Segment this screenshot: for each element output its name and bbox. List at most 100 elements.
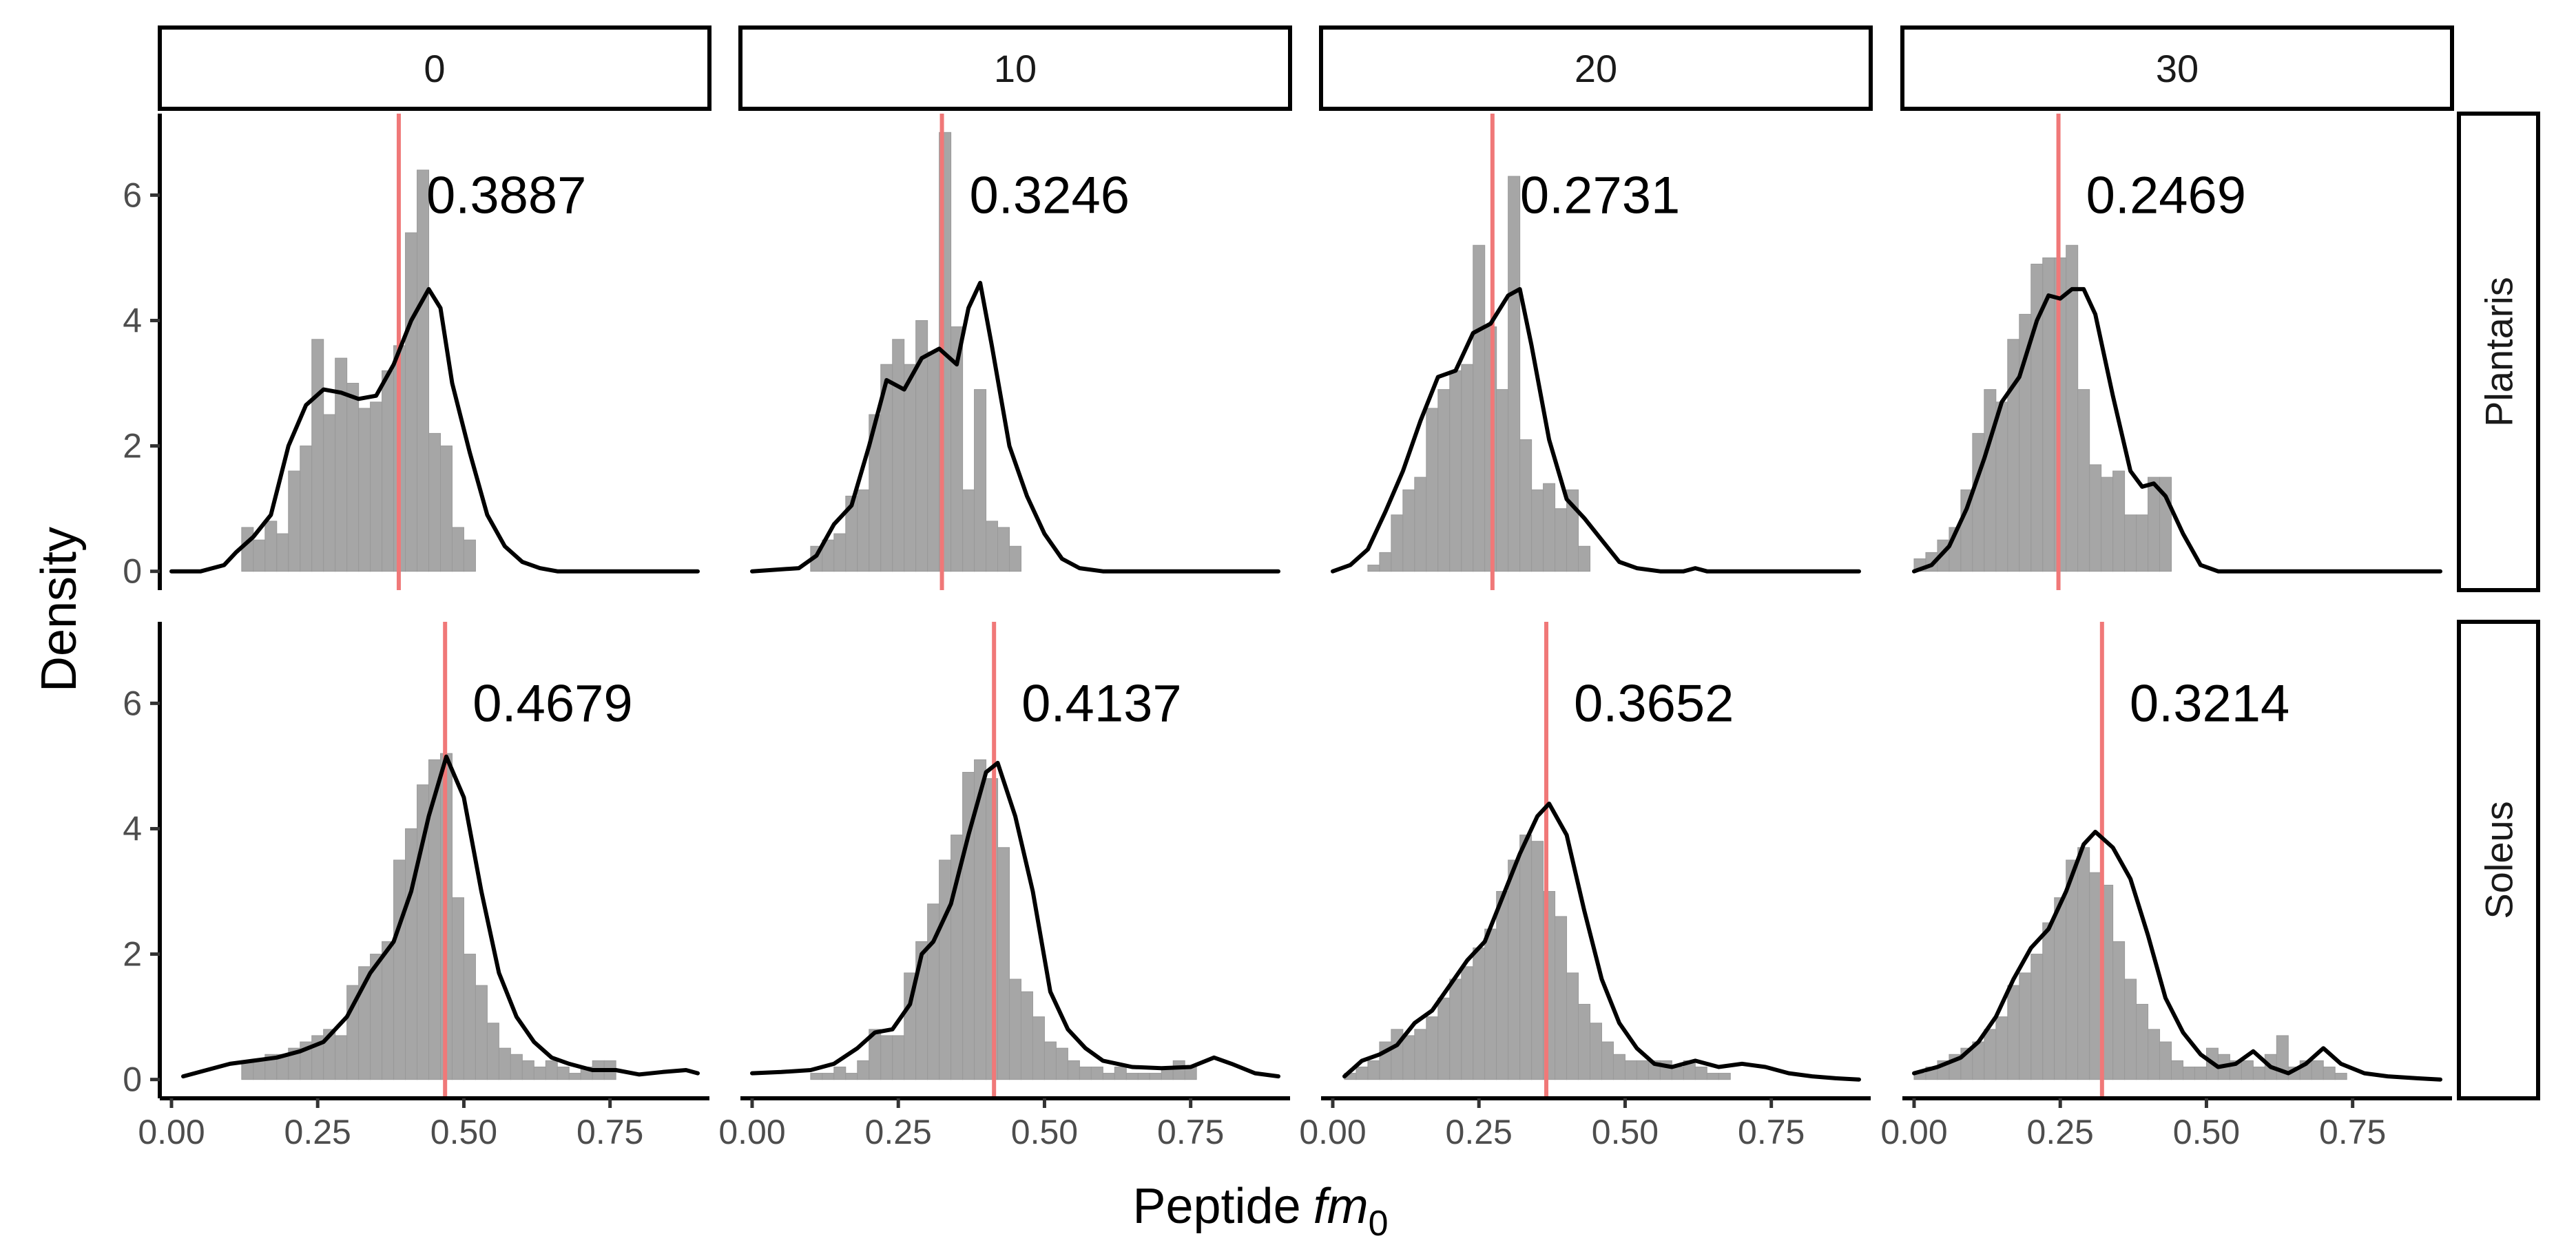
- histogram-bar: [253, 539, 266, 572]
- histogram-bar: [1391, 514, 1404, 572]
- histogram-bar: [264, 521, 278, 572]
- histogram-bar: [358, 408, 371, 572]
- histogram-bar: [253, 1060, 266, 1080]
- panel: 0.3214: [1912, 622, 2442, 1098]
- histogram-bar: [1367, 565, 1380, 572]
- histogram-bar: [521, 1060, 534, 1080]
- panels: 0.3887 0.3246 0.2731 0.2469 0.4679 0.4137 0.36…: [169, 114, 2442, 1098]
- y-tick-label: 4: [123, 301, 142, 339]
- histogram-bar: [2112, 941, 2126, 1080]
- histogram-bar: [1043, 1041, 1057, 1080]
- density-curve: [169, 286, 700, 574]
- histogram-bar: [2030, 954, 2044, 1080]
- histogram-bar: [1706, 1073, 1719, 1080]
- y-tick-label: 6: [123, 176, 142, 214]
- histogram-bar: [810, 1073, 823, 1080]
- histogram-bar: [1020, 991, 1033, 1080]
- histogram-bar: [417, 169, 430, 572]
- histogram-bar: [1402, 1035, 1415, 1080]
- histogram-bar: [1484, 928, 1497, 1080]
- histogram-bar: [451, 527, 464, 572]
- histogram-bar: [1473, 947, 1486, 1080]
- histogram-bar: [1449, 978, 1462, 1080]
- density-curve: [181, 754, 700, 1079]
- histogram-bar: [2007, 339, 2020, 572]
- histogram-bar: [892, 339, 905, 572]
- histogram-bar: [1508, 859, 1521, 1080]
- x-axis-title-text: Peptide: [1132, 1179, 1300, 1234]
- histogram-bar: [1414, 477, 1427, 572]
- histogram-bar: [498, 1047, 511, 1080]
- column-strip: [158, 25, 711, 111]
- y-tick-label: 4: [123, 809, 142, 848]
- histogram-bar: [2182, 1066, 2195, 1080]
- histogram-bar: [1055, 1047, 1068, 1080]
- column-strip-label: 10: [994, 47, 1037, 90]
- histogram-bar: [1578, 545, 1591, 572]
- histogram-bar: [1426, 408, 1439, 572]
- histogram-bar: [2066, 859, 2079, 1080]
- histogram-bar: [2241, 1060, 2254, 1080]
- histogram-bar: [346, 383, 360, 572]
- histogram-bar: [1461, 364, 1474, 572]
- histogram-bar: [1984, 389, 1997, 572]
- histogram-bar: [568, 1073, 581, 1080]
- histogram-bar: [1590, 1023, 1602, 1080]
- histogram-bar: [405, 232, 418, 572]
- histogram-bar: [475, 985, 488, 1080]
- histogram-bar: [904, 364, 917, 572]
- histogram-bar: [1624, 1060, 1637, 1080]
- histogram-bar: [1102, 1073, 1115, 1080]
- histogram-bar: [428, 432, 441, 572]
- histogram-bar: [2101, 477, 2114, 572]
- histogram-bar: [986, 521, 999, 572]
- x-tick-label: 0.75: [577, 1113, 643, 1151]
- column-strip-label: 30: [2156, 47, 2199, 90]
- histogram-bar: [510, 1054, 523, 1080]
- histogram-bar: [2124, 514, 2137, 572]
- histogram-bar: [2323, 1066, 2336, 1080]
- histogram-bar: [2311, 1060, 2324, 1080]
- histogram-bar: [1426, 1016, 1439, 1080]
- histogram-bar: [939, 859, 952, 1080]
- histogram-bar: [288, 470, 301, 572]
- histogram-bar: [974, 389, 987, 572]
- density-curve: [750, 280, 1280, 574]
- panel: 0.2469: [1912, 114, 2442, 590]
- x-tick-label: 0.50: [430, 1113, 497, 1151]
- histogram-bar: [2124, 978, 2137, 1080]
- histogram-bar: [1566, 972, 1579, 1080]
- column-strip: [1319, 25, 1873, 111]
- density-curve: [1912, 286, 2442, 574]
- histogram-bar: [463, 954, 476, 1080]
- column-strip: [1900, 25, 2454, 111]
- histogram-bar: [2019, 972, 2032, 1080]
- histogram-bar: [1114, 1066, 1127, 1080]
- x-tick-label: 0.25: [865, 1113, 932, 1151]
- x-tick-label: 0.25: [1446, 1113, 1513, 1151]
- histogram-bar: [1636, 1060, 1649, 1080]
- histogram-bar: [1519, 439, 1533, 572]
- histogram-bar: [1995, 401, 2008, 572]
- row-strip-label: Plantaris: [2478, 277, 2521, 427]
- histogram-bar: [1449, 370, 1462, 572]
- histogram-bar: [2089, 872, 2102, 1080]
- histogram-bar: [962, 489, 975, 572]
- histogram-bar: [1508, 176, 1521, 572]
- panel: 0.3246: [750, 114, 1280, 590]
- x-tick-label: 0.50: [1592, 1113, 1659, 1151]
- histogram-bar: [1009, 545, 1021, 572]
- histogram-bar: [822, 1073, 835, 1080]
- density-curve: [1331, 286, 1861, 574]
- histogram-bar: [545, 1060, 558, 1080]
- y-tick-label: 0: [123, 552, 142, 591]
- histogram-bar: [382, 370, 395, 572]
- x-tick-label: 0.00: [138, 1113, 205, 1151]
- histogram-bar: [2252, 1066, 2265, 1080]
- histogram-bar: [2171, 1060, 2183, 1080]
- histogram-bar: [2089, 464, 2102, 572]
- histogram-bar: [2148, 477, 2161, 572]
- median-label: 0.3887: [426, 166, 586, 224]
- histogram-bar: [1519, 835, 1533, 1080]
